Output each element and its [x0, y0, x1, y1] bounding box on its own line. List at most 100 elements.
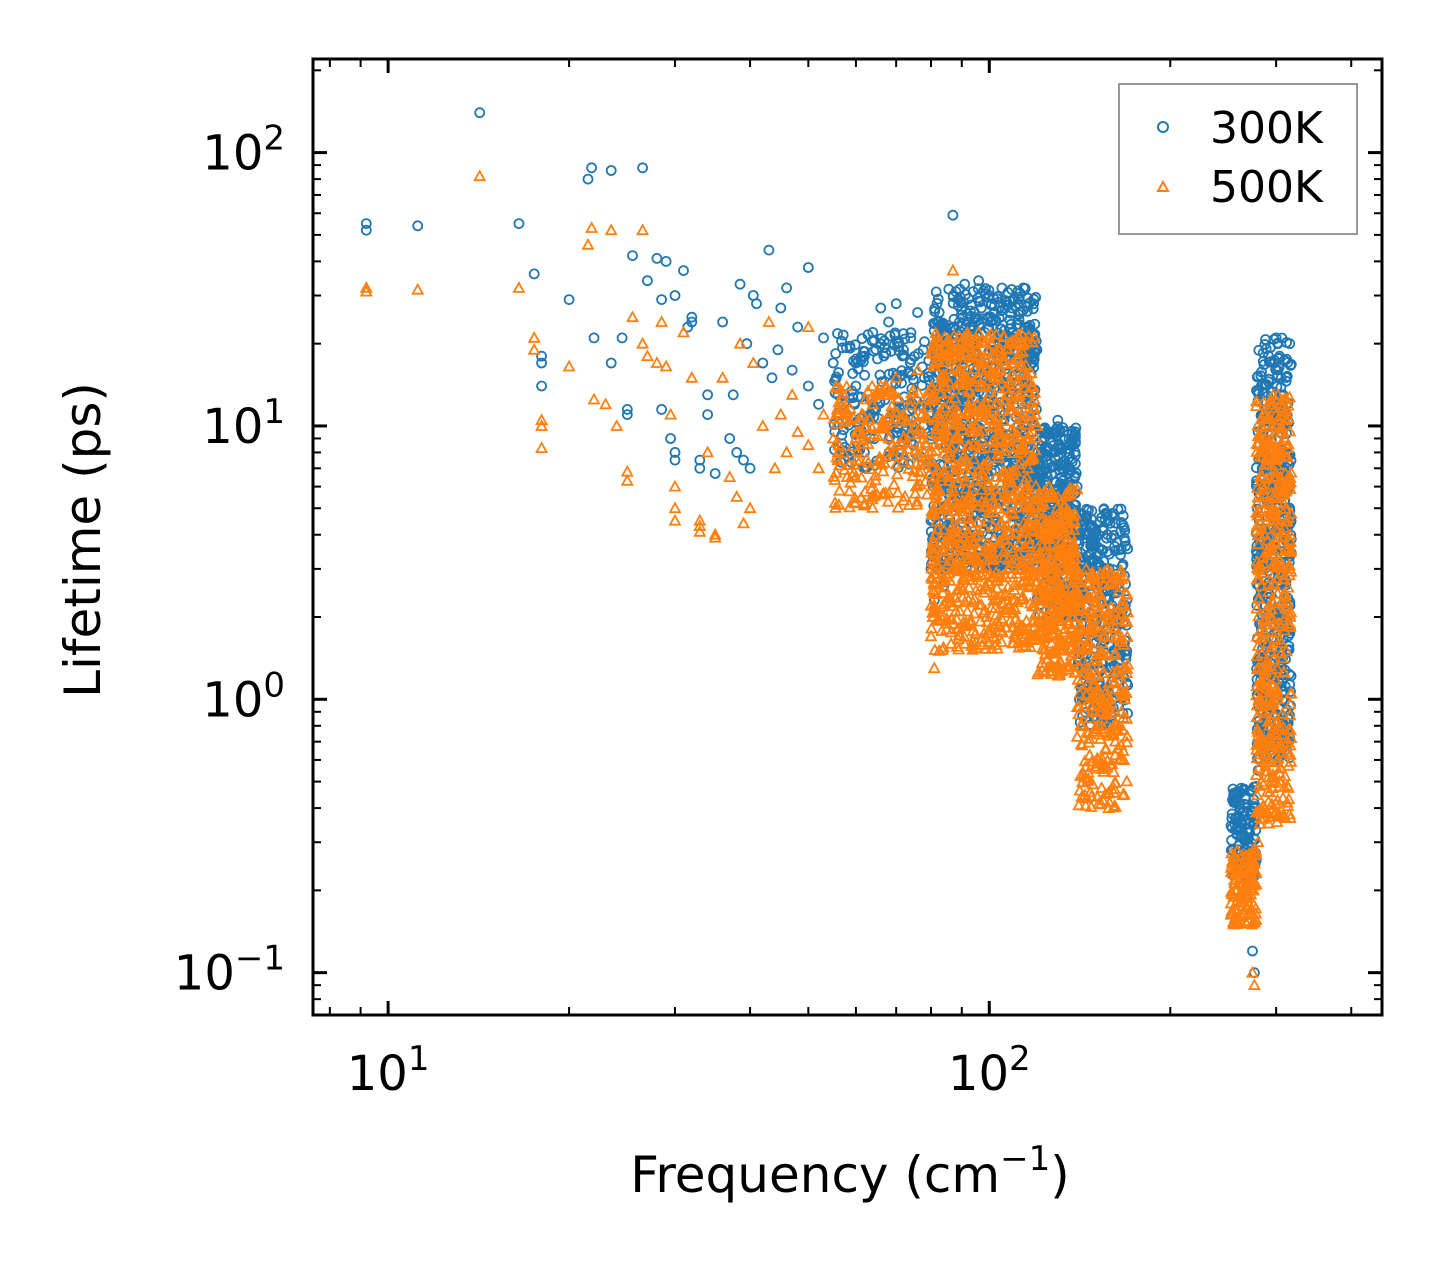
- point-500k: [1038, 530, 1052, 543]
- point-500k: [899, 414, 914, 426]
- point-300k: [651, 252, 663, 264]
- point-300k: [1050, 446, 1062, 458]
- point-500k: [1011, 374, 1025, 387]
- point-500k: [1282, 568, 1296, 581]
- point-500k: [762, 315, 776, 327]
- point-500k: [867, 427, 881, 440]
- point-500k: [1238, 870, 1252, 882]
- point-500k: [868, 489, 882, 501]
- point-500k: [960, 347, 974, 359]
- point-500k: [1000, 475, 1014, 488]
- point-500k: [949, 521, 964, 534]
- point-500k: [1273, 443, 1287, 456]
- series-500k-markers: [359, 169, 1298, 991]
- point-500k: [1239, 880, 1253, 893]
- point-500k: [912, 422, 926, 434]
- point-500k: [1003, 373, 1017, 386]
- point-500k: [978, 380, 992, 393]
- point-500k: [987, 588, 1001, 601]
- point-500k: [1059, 574, 1073, 587]
- point-500k: [912, 398, 926, 411]
- point-300k: [979, 288, 991, 300]
- point-300k: [878, 335, 890, 347]
- point-500k: [1273, 632, 1287, 645]
- point-500k: [1007, 507, 1021, 520]
- point-500k: [835, 391, 849, 404]
- point-500k: [1009, 464, 1023, 477]
- point-500k: [1015, 401, 1029, 414]
- point-500k: [1115, 630, 1129, 643]
- point-500k: [963, 616, 978, 629]
- point-500k: [988, 435, 1002, 448]
- point-300k: [412, 220, 424, 232]
- point-500k: [886, 449, 900, 461]
- point-500k: [927, 506, 941, 519]
- point-500k: [1103, 692, 1117, 705]
- point-500k: [1120, 661, 1134, 674]
- point-500k: [943, 474, 957, 486]
- point-300k: [642, 275, 653, 287]
- point-500k: [1120, 587, 1134, 599]
- point-500k: [1087, 679, 1101, 692]
- point-500k: [858, 392, 872, 405]
- y-tick-label: 10−1: [174, 939, 285, 1002]
- point-500k: [1283, 747, 1297, 760]
- point-500k: [1081, 589, 1095, 602]
- point-300k: [686, 311, 698, 323]
- point-500k: [1087, 588, 1101, 601]
- point-500k: [1117, 569, 1131, 582]
- point-500k: [1079, 798, 1093, 811]
- point-500k: [1097, 577, 1111, 590]
- point-500k: [1108, 748, 1122, 761]
- point-500k: [985, 495, 999, 507]
- point-500k: [982, 373, 996, 386]
- point-500k: [1032, 486, 1046, 498]
- point-500k: [1047, 619, 1062, 632]
- point-500k: [1262, 457, 1276, 469]
- point-500k: [915, 464, 929, 477]
- point-300k: [669, 290, 681, 301]
- point-300k: [1013, 314, 1025, 326]
- point-500k: [1258, 673, 1272, 686]
- point-500k: [1118, 614, 1132, 626]
- point-500k: [1020, 470, 1034, 483]
- point-500k: [1074, 717, 1089, 730]
- point-500k: [881, 409, 895, 422]
- point-500k: [1004, 398, 1018, 411]
- point-500k: [1241, 887, 1255, 899]
- point-500k: [1101, 648, 1115, 661]
- point-500k: [1111, 741, 1125, 754]
- point-300k: [980, 283, 991, 294]
- point-300k: [1120, 649, 1132, 661]
- point-500k: [1278, 502, 1292, 514]
- point-500k: [985, 420, 999, 433]
- point-500k: [1113, 668, 1127, 681]
- x-tick-label: 102: [948, 1039, 1031, 1102]
- point-300k: [1232, 817, 1243, 829]
- point-500k: [1015, 575, 1029, 588]
- point-500k: [1282, 411, 1296, 424]
- point-500k: [882, 431, 896, 443]
- point-500k: [971, 561, 985, 574]
- point-500k: [981, 544, 995, 557]
- point-300k: [813, 398, 824, 410]
- point-500k: [871, 429, 885, 442]
- point-500k: [926, 604, 940, 617]
- point-500k: [1012, 536, 1026, 549]
- point-500k: [1012, 640, 1026, 653]
- point-500k: [967, 452, 981, 465]
- point-500k: [920, 487, 934, 500]
- point-500k: [928, 470, 942, 483]
- point-300k: [932, 293, 944, 305]
- y-tick-label: 102: [202, 119, 285, 182]
- point-500k: [1045, 569, 1059, 581]
- point-500k: [947, 328, 961, 341]
- point-500k: [535, 419, 549, 431]
- point-300k: [1029, 343, 1041, 355]
- point-300k: [954, 316, 965, 328]
- point-500k: [890, 467, 904, 480]
- point-500k: [1261, 795, 1276, 807]
- point-500k: [527, 342, 541, 355]
- point-500k: [848, 490, 862, 503]
- point-500k: [966, 624, 980, 636]
